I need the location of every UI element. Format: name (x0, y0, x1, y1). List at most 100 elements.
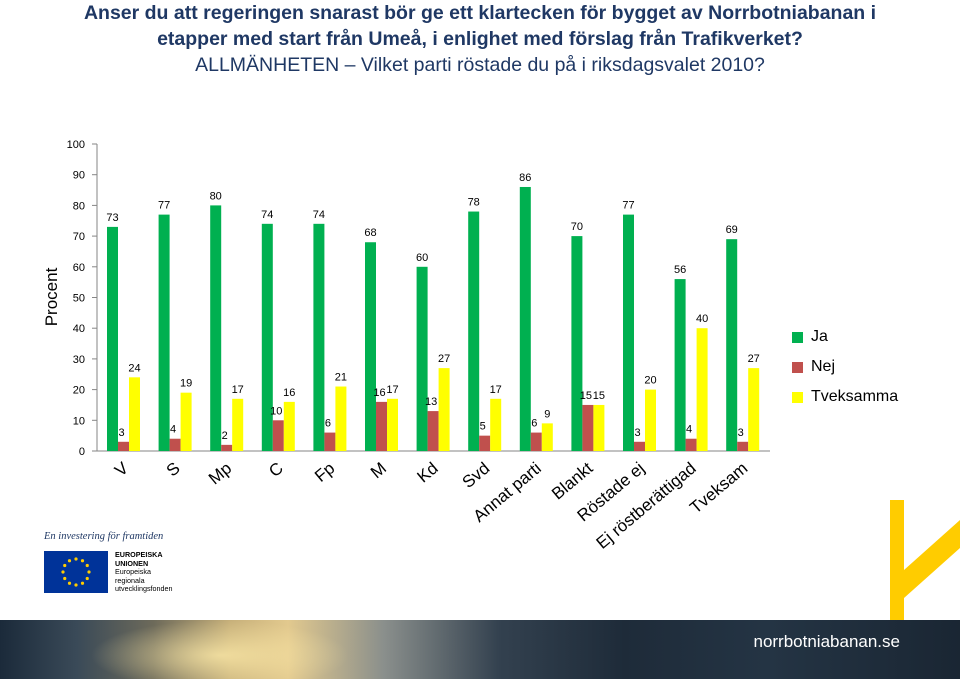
bar-nej (118, 441, 129, 451)
data-label: 2 (222, 430, 228, 442)
slide-title: Anser du att regeringen snarast bör ge e… (0, 0, 960, 78)
bar-nej (737, 441, 749, 451)
bar-nej (272, 420, 284, 451)
legend-item: Ja (792, 322, 898, 352)
x-tick-label: Tveksam (686, 459, 751, 518)
bar-ja (365, 242, 376, 451)
title-line-3: ALLMÄNHETEN – Vilket parti röstade du på… (195, 54, 765, 76)
data-label: 77 (622, 200, 634, 212)
data-label: 40 (696, 313, 708, 325)
y-tick-label: 50 (73, 293, 85, 305)
website-label: norrbotniabanan.se (753, 632, 900, 651)
bar-tveksamma (335, 386, 347, 451)
data-label: 60 (416, 252, 428, 264)
data-label: 17 (386, 384, 398, 396)
bar-nej (530, 432, 542, 451)
data-label: 15 (593, 390, 605, 402)
bar-tveksamma (180, 392, 192, 451)
bar-nej (221, 444, 233, 451)
y-tick-label: 10 (73, 415, 85, 427)
title-line-1: Anser du att regeringen snarast bör ge e… (83, 2, 877, 24)
data-label: 86 (519, 172, 531, 184)
data-label: 20 (644, 375, 656, 387)
data-label: 13 (425, 396, 437, 408)
x-tick-label: S (163, 459, 184, 481)
footer-banner: norrbotniabanan.se (0, 620, 960, 679)
data-label: 68 (364, 227, 376, 239)
y-tick-label: 100 (67, 139, 85, 151)
y-tick-label: 40 (73, 323, 85, 335)
legend-label: Tveksamma (811, 388, 899, 405)
bar-nej (324, 432, 336, 451)
bar-nej (376, 401, 387, 451)
data-label: 27 (748, 353, 760, 365)
eu-line-4: regionala (115, 575, 145, 585)
eu-line-1: EUROPEISKA (115, 550, 163, 559)
x-tick-label: V (111, 458, 132, 480)
data-label: 16 (283, 387, 295, 399)
bar-ja (674, 279, 686, 451)
data-label: 10 (270, 405, 282, 417)
bar-nej (582, 404, 594, 451)
bar-tveksamma (129, 377, 140, 451)
legend-item: Tveksamma (792, 382, 898, 412)
legend-label: Nej (811, 358, 836, 375)
data-label: 74 (313, 209, 325, 221)
x-tick-label: Fp (311, 459, 338, 486)
eu-line-2: UNIONEN (115, 558, 149, 568)
bar-tveksamma (387, 398, 398, 451)
data-label: 3 (634, 427, 640, 439)
bar-nej (169, 438, 181, 451)
data-label: 6 (531, 418, 537, 430)
data-label: 16 (373, 387, 385, 399)
legend-swatch (792, 391, 803, 403)
x-tick-label: Svd (459, 459, 494, 492)
x-tick-label: Kd (414, 459, 442, 487)
x-tick-label: C (265, 459, 287, 481)
data-label: 5 (480, 421, 486, 433)
bar-ja (416, 266, 428, 451)
y-tick-label: 90 (73, 170, 85, 182)
bar-tveksamma (541, 423, 553, 451)
chart-legend: Ja Nej Tveksamma (792, 322, 898, 412)
data-label: 69 (726, 224, 738, 236)
data-label: 56 (674, 264, 686, 276)
eu-line-5: utvecklingsfonden (115, 584, 173, 594)
bar-ja (726, 239, 738, 451)
data-label: 70 (571, 221, 583, 233)
eu-logo: EUROPEISKA UNIONEN Europeiska regionala … (44, 550, 173, 594)
data-label: 74 (261, 209, 273, 221)
eu-text: EUROPEISKA UNIONEN Europeiska regionala … (115, 550, 173, 594)
bar-nej (479, 435, 491, 451)
data-label: 6 (325, 418, 331, 430)
data-label: 80 (210, 190, 222, 202)
data-label: 24 (128, 362, 140, 374)
bar-tveksamma (283, 401, 295, 451)
bar-ja (210, 205, 222, 451)
bar-nej (427, 411, 439, 451)
legend-swatch (792, 331, 803, 343)
bar-tveksamma (232, 398, 244, 451)
data-label: 21 (335, 372, 347, 384)
y-tick-label: 70 (73, 231, 85, 243)
data-label: 77 (158, 200, 170, 212)
x-tick-label: M (367, 459, 390, 483)
bar-ja (158, 214, 170, 451)
data-label: 3 (738, 427, 744, 439)
data-label: 73 (106, 212, 118, 224)
legend-swatch (792, 361, 803, 373)
tagline: En investering för framtiden (44, 531, 164, 542)
y-tick-label: 0 (79, 446, 85, 458)
legend-label: Ja (811, 328, 828, 345)
legend-item: Nej (792, 352, 898, 382)
y-tick-label: 20 (73, 385, 85, 397)
y-tick-label: 80 (73, 200, 85, 212)
bar-ja (571, 236, 583, 451)
data-label: 3 (118, 427, 124, 439)
data-label: 15 (580, 390, 592, 402)
bar-tveksamma (748, 368, 760, 451)
bar-ja (623, 214, 634, 451)
bar-tveksamma (696, 328, 708, 451)
bar-ja (313, 223, 325, 451)
